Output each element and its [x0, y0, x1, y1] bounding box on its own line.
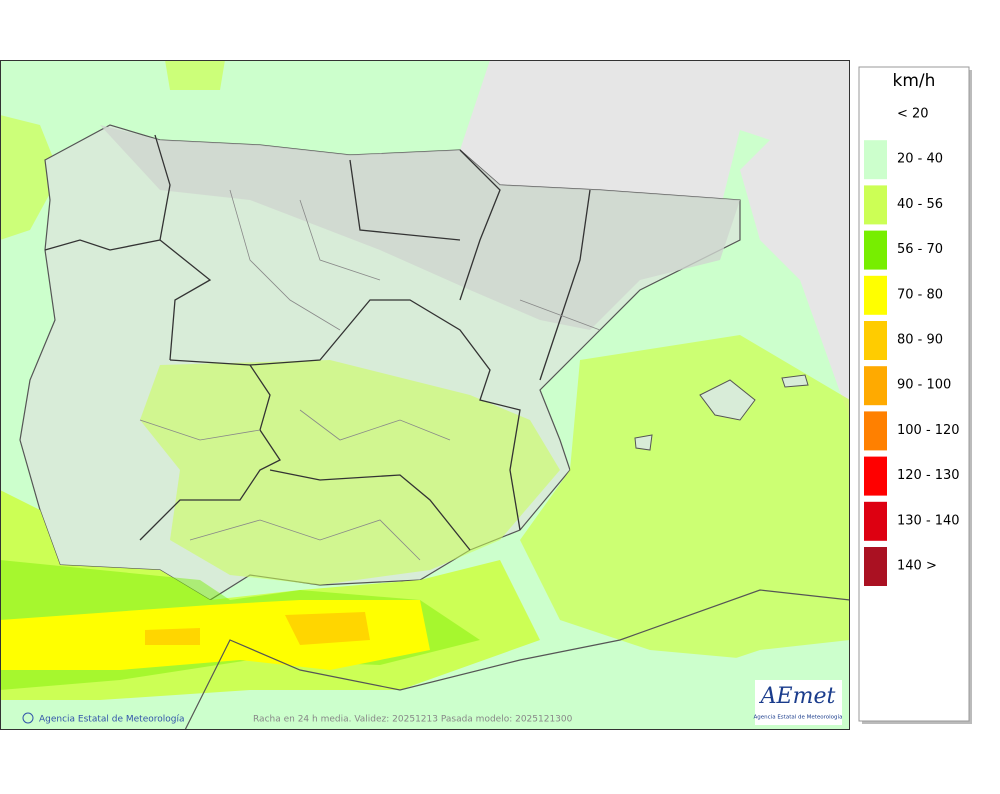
wind-zone — [0, 115, 60, 240]
island — [699, 379, 756, 421]
legend-label: 56 - 70 — [897, 242, 943, 257]
legend-swatch — [864, 185, 887, 225]
map — [0, 60, 850, 730]
france — [460, 60, 850, 420]
legend-label: 70 - 80 — [897, 287, 943, 302]
relief — [100, 125, 740, 330]
legend-swatch — [864, 230, 887, 270]
legend-label: 80 - 90 — [897, 333, 943, 348]
legend-swatch — [864, 411, 887, 451]
map-frame — [0, 60, 850, 730]
island — [634, 434, 653, 451]
africa-coast — [184, 589, 850, 730]
legend-swatch — [864, 547, 887, 586]
legend-items: < 20 20 - 40 40 - 56 56 - 70 70 - 80 80 - 90 9… — [864, 107, 960, 586]
wind-zone — [140, 360, 560, 585]
credit: Agencia Estatal de Meteorología — [39, 715, 185, 725]
logo-subtitle: Agencia Estatal de Meteorología — [754, 714, 843, 721]
legend-label: 120 - 130 — [897, 468, 960, 483]
wind-zone — [520, 335, 850, 700]
legend-swatch — [864, 140, 887, 180]
borders — [44, 134, 591, 551]
copyright-icon — [22, 712, 34, 724]
wind-zone — [165, 60, 225, 90]
logo-name: AEmet — [759, 684, 836, 709]
legend-label: 40 - 56 — [897, 197, 943, 212]
logo-box — [755, 680, 842, 725]
legend-label: 140 > — [897, 559, 937, 574]
province-borders — [139, 189, 601, 561]
legend-swatch — [864, 501, 887, 541]
legend-swatch — [864, 456, 887, 496]
legend-swatch — [864, 275, 887, 315]
legend-label: 90 - 100 — [897, 378, 951, 393]
caption: Racha en 24 h media. Validez: 20251213 P… — [253, 715, 573, 725]
island — [781, 374, 809, 388]
wind-zone — [145, 628, 200, 645]
legend-title: km/h — [893, 71, 936, 91]
legend-label: < 20 — [897, 107, 929, 122]
legend-swatch — [864, 366, 887, 406]
legend-label: 20 - 40 — [897, 152, 943, 167]
legend-label: 100 - 120 — [897, 423, 960, 438]
legend-swatch — [864, 321, 887, 360]
legend-label: 130 - 140 — [897, 513, 960, 528]
wind-zone — [285, 612, 370, 645]
